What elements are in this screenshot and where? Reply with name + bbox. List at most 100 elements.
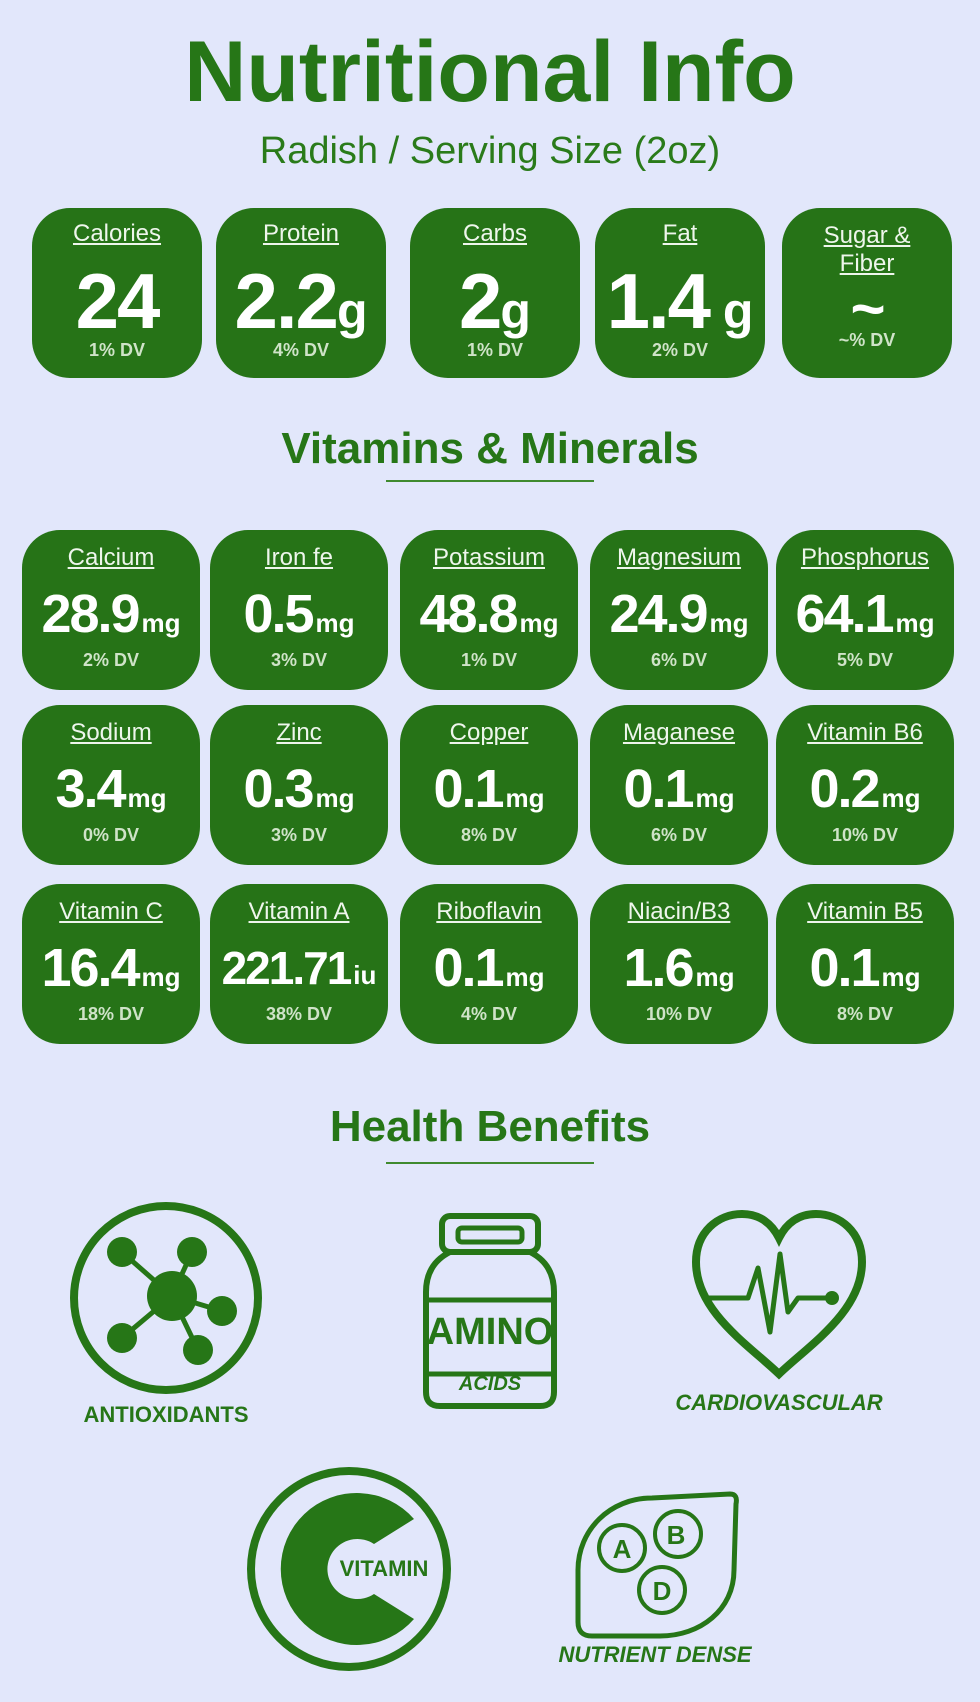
molecule-icon (70, 1202, 262, 1394)
nutrient-card: Vitamin B6 0.2 mg 10% DV (776, 705, 954, 865)
macro-dv: 1% DV (466, 340, 524, 360)
nutrient-unit: mg (695, 783, 735, 813)
nutrient-label: Vitamin B6 (807, 719, 923, 746)
benefits-section-title: Health Benefits (329, 1102, 651, 1151)
macro-value: 24 (75, 257, 161, 345)
acids-label: ACIDS (458, 1373, 522, 1395)
nutrient-card: Sodium 3.4 mg 0% DV (22, 705, 200, 865)
nutrient-label: Riboflavin (436, 898, 542, 925)
nutrient-value: 0.1 mg (433, 759, 545, 819)
nutrient-label: Maganese (622, 719, 736, 746)
nutrient-label: Vitamin C (59, 898, 163, 925)
nutrient-unit: iu (353, 960, 377, 990)
macro-value: ~ (850, 275, 885, 342)
macro-dv: 2% DV (651, 340, 709, 360)
page-subtitle: Radish / Serving Size (2oz) (259, 130, 721, 172)
nutrient-label: Potassium (432, 544, 546, 571)
macro-value: 2g (459, 257, 531, 345)
nutrient-dv: 8% DV (836, 1004, 894, 1024)
nutrient-value: 221.71 iu (221, 942, 377, 994)
nutrient-card: Iron fe 0.5 mg 3% DV (210, 530, 388, 690)
nutrient-value: 28.9 mg (41, 584, 181, 644)
section-divider (386, 480, 594, 482)
nutrient-unit: mg (519, 608, 559, 638)
nutrient-label: Zinc (276, 719, 322, 746)
section-divider (386, 1162, 594, 1164)
macro-label: Protein (262, 220, 340, 247)
nutrient-unit: mg (315, 783, 355, 813)
nutrient-value: 0.1 mg (433, 938, 545, 998)
letter-a: A (613, 1534, 632, 1564)
nutrient-value: 0.1 mg (623, 759, 735, 819)
macro-label: Calories (72, 220, 162, 247)
nutrient-dv: 3% DV (270, 825, 328, 845)
nutrient-card: Maganese 0.1 mg 6% DV (590, 705, 768, 865)
nutrient-dv: 10% DV (831, 825, 899, 845)
nutrient-card: Copper 0.1 mg 8% DV (400, 705, 578, 865)
nutrient-unit: mg (695, 962, 735, 992)
nutrient-value: 0.2 mg (809, 759, 921, 819)
nutrient-dv: 18% DV (77, 1004, 145, 1024)
nutrient-unit: mg (141, 962, 181, 992)
amino-label: AMINO (427, 1311, 554, 1353)
vitamins-section-title: Vitamins & Minerals (281, 424, 699, 473)
nutrient-value: 1.6 mg (623, 938, 735, 998)
benefit-label-antioxidants: ANTIOXIDANTS (83, 1402, 249, 1427)
nutrient-unit: mg (141, 608, 181, 638)
nutrient-card: Phosphorus 64.1 mg 5% DV (776, 530, 954, 690)
nutrient-unit: mg (505, 783, 545, 813)
nutrient-unit: mg (127, 783, 167, 813)
nutrient-value: 0.5 mg (243, 584, 355, 644)
nutrient-label: Niacin/B3 (627, 898, 731, 925)
leaf-abd-icon: A B D (575, 1491, 739, 1639)
nutrient-dv: 3% DV (270, 650, 328, 670)
benefit-label-cardiovascular: CARDIOVASCULAR (675, 1390, 883, 1415)
nutrient-card: Potassium 48.8 mg 1% DV (400, 530, 578, 690)
amino-jar-icon: AMINO ACIDS (423, 1213, 557, 1409)
nutrient-value: 0.3 mg (243, 759, 355, 819)
nutrient-dv: 8% DV (460, 825, 518, 845)
nutrient-dv: 10% DV (645, 1004, 713, 1024)
nutrient-dv: 4% DV (460, 1004, 518, 1024)
nutrient-card: Vitamin C 16.4 mg 18% DV (22, 884, 200, 1044)
nutrient-value: 64.1 mg (795, 584, 935, 644)
macro-card-fat: Fat 1.4 g 2% DV (595, 208, 765, 378)
vitamin-label: VITAMIN (340, 1556, 429, 1581)
nutrient-dv: 6% DV (650, 825, 708, 845)
nutrient-label: Phosphorus (800, 544, 930, 571)
nutrient-dv: 2% DV (82, 650, 140, 670)
nutrient-dv: 1% DV (460, 650, 518, 670)
nutrient-label: Iron fe (264, 544, 334, 571)
nutrient-dv: 5% DV (836, 650, 894, 670)
nutrient-card: Magnesium 24.9 mg 6% DV (590, 530, 768, 690)
nutrient-card: Zinc 0.3 mg 3% DV (210, 705, 388, 865)
vitamin-c-icon: VITAMIN (247, 1467, 451, 1671)
heart-pulse-icon (691, 1209, 867, 1380)
nutrient-value: 16.4 mg (41, 938, 181, 998)
macro-value: 2.2g (234, 257, 368, 345)
macro-value: 1.4 g (606, 257, 754, 345)
nutrient-unit: mg (881, 783, 921, 813)
nutrient-label: Vitamin A (248, 898, 350, 925)
nutrient-card: Riboflavin 0.1 mg 4% DV (400, 884, 578, 1044)
macro-card-carbs: Carbs 2g 1% DV (410, 208, 580, 378)
macro-dv: 4% DV (272, 340, 330, 360)
nutrient-card: Niacin/B3 1.6 mg 10% DV (590, 884, 768, 1044)
nutrient-unit: mg (895, 608, 935, 638)
macro-card-sugar-fiber: Sugar & Fiber ~ ~% DV (782, 208, 952, 378)
nutrient-value: 0.1 mg (809, 938, 921, 998)
nutrient-value: 48.8 mg (419, 584, 559, 644)
macro-card-protein: Protein 2.2g 4% DV (216, 208, 386, 378)
nutrient-unit: mg (709, 608, 749, 638)
nutrient-unit: mg (505, 962, 545, 992)
nutrient-dv: 6% DV (650, 650, 708, 670)
macro-dv: ~% DV (838, 330, 896, 350)
macro-label: Carbs (462, 220, 528, 247)
nutrient-dv: 38% DV (265, 1004, 333, 1024)
page-title: Nutritional Info (184, 24, 796, 120)
nutrient-dv: 0% DV (82, 825, 140, 845)
nutrient-label: Vitamin B5 (807, 898, 923, 925)
nutrient-value: 3.4 mg (55, 759, 167, 819)
nutrient-unit: mg (881, 962, 921, 992)
letter-b: B (667, 1520, 686, 1550)
